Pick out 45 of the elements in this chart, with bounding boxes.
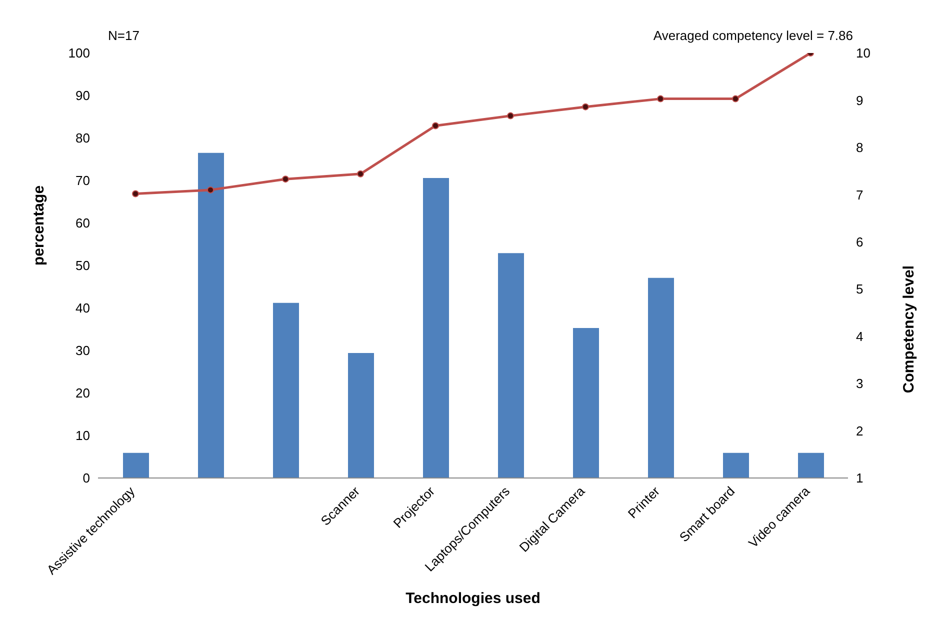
- y2-tick-label: 1: [856, 470, 864, 486]
- point: [207, 186, 214, 194]
- y-tick-label: 90: [76, 88, 90, 104]
- point: [732, 95, 739, 102]
- text: N=17: [108, 28, 140, 43]
- point: [282, 176, 289, 183]
- y2-tick-label: 4: [856, 328, 864, 344]
- point: [432, 122, 439, 130]
- point: [582, 103, 589, 110]
- bar: [123, 452, 149, 478]
- y-tick-label: 10: [76, 428, 90, 444]
- point: [507, 112, 514, 120]
- y2-tick-label: 3: [856, 376, 864, 392]
- y2-tick-label: 9: [856, 92, 864, 108]
- point: [357, 170, 364, 178]
- point: [132, 190, 139, 198]
- y2-tick-label: 2: [856, 423, 864, 438]
- bar: [198, 152, 224, 478]
- y-tick-label: 50: [76, 258, 90, 274]
- y2-tick-label: 10: [856, 46, 870, 61]
- text: Averaged competency level = 7.86: [653, 28, 853, 43]
- bar: [798, 452, 824, 478]
- y-tick-label: 70: [76, 173, 90, 188]
- bar: [498, 253, 524, 478]
- y-tick-label: 80: [76, 130, 90, 146]
- y-axis-title: percentage: [30, 185, 48, 266]
- bar: [723, 452, 749, 478]
- bar: [573, 328, 599, 478]
- y2-tick-label: 5: [856, 282, 864, 297]
- x-axis-title: Technologies used: [406, 590, 540, 607]
- bar: [423, 178, 449, 478]
- bar: [648, 278, 674, 478]
- y2-tick-label: 7: [856, 187, 864, 202]
- y-tick-label: 0: [82, 470, 90, 486]
- point: [657, 95, 664, 102]
- y-tick-label: 40: [76, 300, 90, 316]
- y-tick-label: 30: [76, 343, 90, 358]
- y-tick-label: 20: [76, 386, 90, 401]
- bar: [273, 302, 299, 478]
- y2-axis-title: Competency level: [900, 266, 918, 394]
- y-tick-label: 100: [68, 46, 90, 61]
- bar: [348, 353, 374, 478]
- y-tick-label: 60: [76, 216, 90, 231]
- y2-tick-label: 6: [856, 234, 864, 250]
- y2-tick-label: 8: [856, 140, 864, 156]
